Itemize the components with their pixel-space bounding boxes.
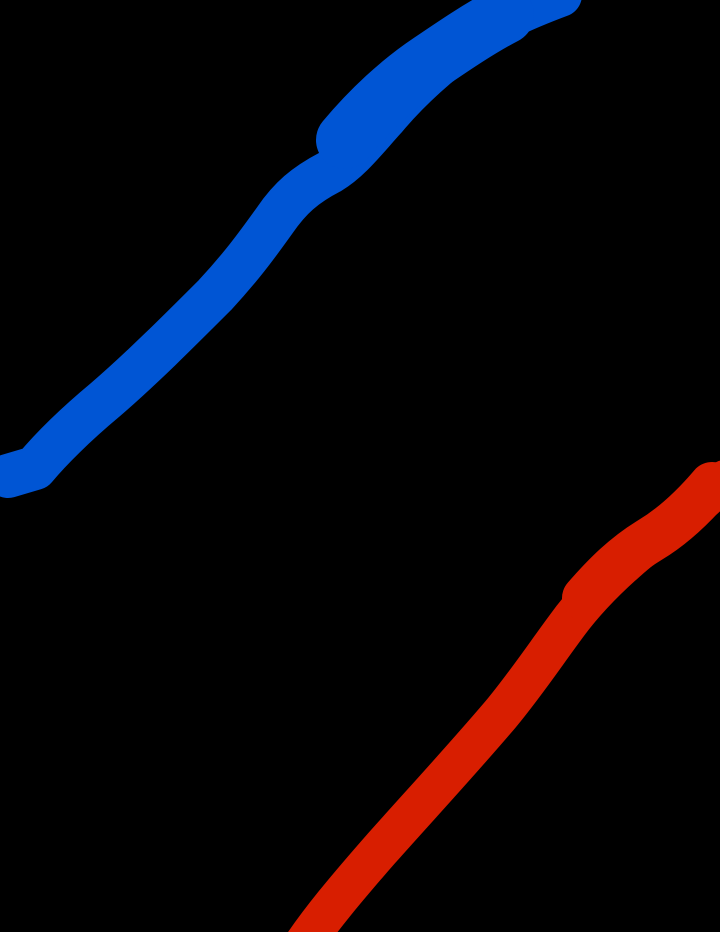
blue-stroke-thick-segment [316,0,534,169]
red-brush-stroke [288,460,720,932]
red-stroke-upper-segment [562,462,720,621]
blue-brush-stroke [0,0,582,498]
